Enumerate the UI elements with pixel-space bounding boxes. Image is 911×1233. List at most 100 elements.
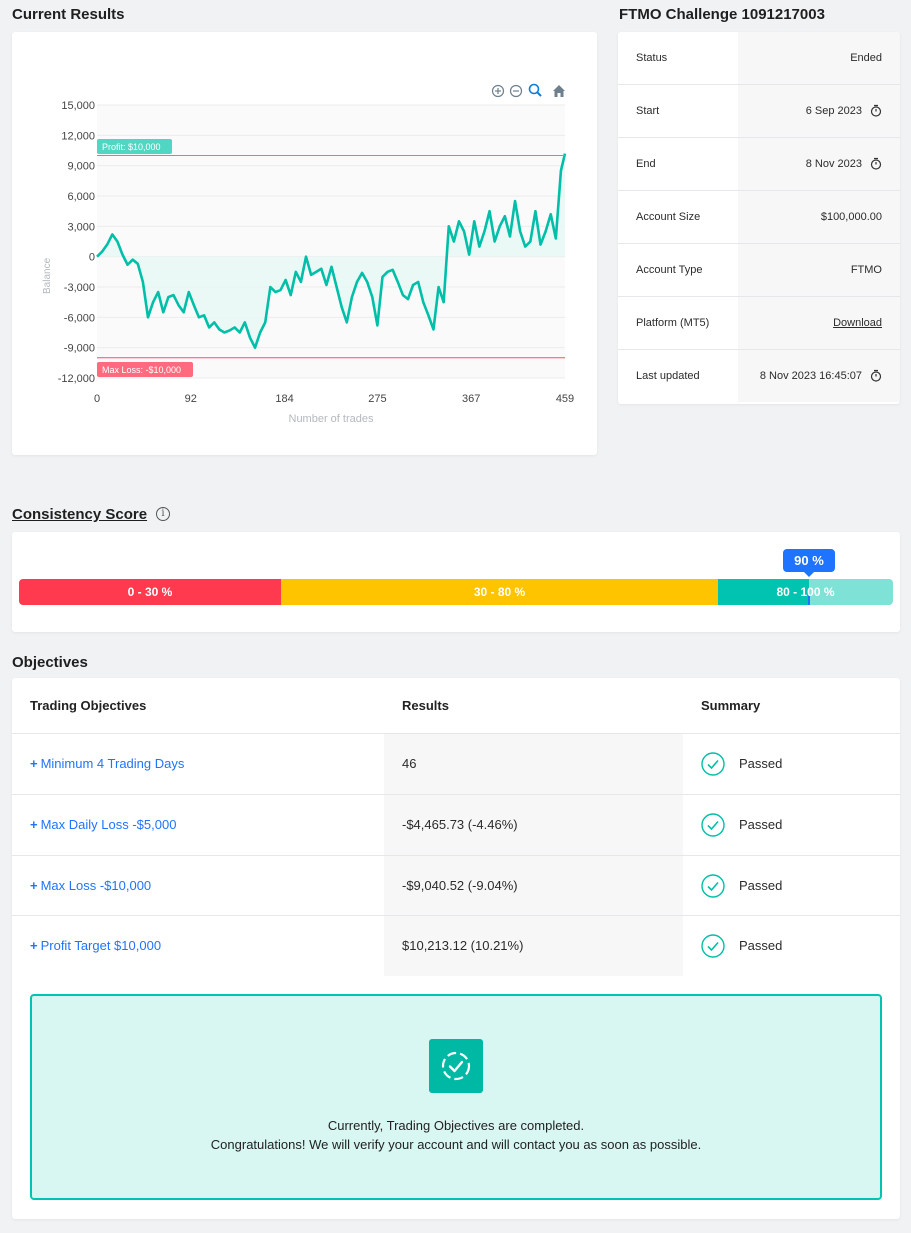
stopwatch-icon [870,369,882,382]
objectives-title: Objectives [12,654,88,671]
info-row-account-type: Account Type FTMO [618,244,900,297]
y-tick-label: -3,000 [64,282,95,294]
balance-area [97,153,565,348]
x-tick-label: 0 [94,393,100,405]
plus-icon: + [30,817,38,832]
plus-icon: + [30,938,38,953]
y-tick-label: 15,000 [61,100,95,112]
profit-target-line-label: Profit: $10,000 [97,139,172,154]
info-row-status: Status Ended [618,32,900,85]
table-row: + Max Loss -$10,000 -$9,040.52 (-9.04%) P… [12,855,900,916]
home-icon[interactable] [553,85,565,97]
y-tick-label: 12,000 [61,130,95,142]
y-tick-label: -12,000 [58,373,95,385]
result-value: $10,213.12 (10.21%) [384,916,683,976]
account-size-label: Account Size [618,191,738,243]
last-updated-label: Last updated [618,350,738,402]
x-tick-label: 184 [275,393,293,405]
status-passed: Passed [739,756,783,771]
y-tick-label: 6,000 [67,191,95,203]
info-row-start: Start 6 Sep 2023 [618,85,900,138]
result-value: -$9,040.52 (-9.04%) [384,856,683,916]
check-circle-icon [701,752,725,776]
svg-text:Max Loss: -$10,000: Max Loss: -$10,000 [102,365,181,375]
balance-chart: 15,000 12,000 9,000 6,000 3,000 0 -3,000 -6,000… [42,83,574,425]
account-type-label: Account Type [618,244,738,296]
status-label: Status [618,32,738,84]
stopwatch-icon [870,157,882,170]
completion-message: Currently, Trading Objectives are comple… [327,1118,585,1133]
y-tick-label: 3,000 [67,221,95,233]
x-tick-label: 459 [556,393,574,405]
score-badge: 90 % [783,549,835,577]
account-info-table: Status Ended Start 6 Sep 2023 End 8 Nov … [618,32,900,404]
result-value: -$4,465.73 (-4.46%) [384,795,683,855]
consistency-score-title[interactable]: Consistency Score [12,506,148,523]
download-link[interactable]: Download [833,317,882,329]
info-row-account-size: Account Size $100,000.00 [618,191,900,244]
max-loss-line-label: Max Loss: -$10,000 [97,362,193,377]
segment-mid: 30 - 80 % [281,579,718,605]
table-row: + Max Daily Loss -$5,000 -$4,465.73 (-4.4… [12,794,900,855]
table-row: + Profit Target $10,000 $10,213.12 (10.21… [12,915,900,976]
check-circle-icon [701,934,725,958]
objective-min-trading-days[interactable]: + Minimum 4 Trading Days [12,734,384,794]
status-passed: Passed [739,938,783,953]
plus-icon: + [30,878,38,893]
verified-check-icon [429,1039,483,1093]
account-title: FTMO Challenge 1091217003 [619,6,825,23]
y-tick-label: 0 [89,252,95,264]
zoom-in-icon[interactable] [491,84,505,98]
current-results-title: Current Results [12,6,125,23]
header-summary: Summary [701,698,761,713]
table-row: + Minimum 4 Trading Days 46 Passed [12,733,900,794]
chart-toolbar [491,83,565,98]
score-marker [808,596,810,605]
magnify-icon[interactable] [528,83,542,97]
x-tick-label: 92 [185,393,197,405]
header-trading-objectives: Trading Objectives [30,698,147,713]
objective-profit-target[interactable]: + Profit Target $10,000 [12,916,384,976]
consistency-score-bar: 0 - 30 % 30 - 80 % 80 - 100 % 90 % [12,532,900,632]
zoom-out-icon[interactable] [509,84,523,98]
last-updated-value: 8 Nov 2023 16:45:07 [759,370,862,382]
svg-text:Profit: $10,000: Profit: $10,000 [102,142,161,152]
chart-x-axis-label: Number of trades [289,413,374,425]
result-value: 46 [384,734,683,794]
plus-icon: + [30,756,38,771]
x-tick-label: 275 [368,393,386,405]
account-size-value: $100,000.00 [820,211,882,223]
y-tick-label: -6,000 [64,312,95,324]
y-tick-label: 9,000 [67,161,95,173]
start-value: 6 Sep 2023 [805,105,862,117]
info-row-last-updated: Last updated 8 Nov 2023 16:45:07 [618,350,900,403]
end-value: 8 Nov 2023 [805,158,862,170]
stopwatch-icon [870,104,882,117]
info-row-end: End 8 Nov 2023 [618,138,900,191]
header-results: Results [402,698,449,713]
chart-y-axis-label: Balance [42,257,53,294]
status-value: Ended [850,52,882,64]
segment-low: 0 - 30 % [19,579,281,605]
end-label: End [618,138,738,190]
check-circle-icon [701,874,725,898]
objective-max-loss[interactable]: + Max Loss -$10,000 [12,856,384,916]
segment-high [718,579,809,605]
status-passed: Passed [739,817,783,832]
segment-high-remainder [809,579,893,605]
balance-chart-card: 15,000 12,000 9,000 6,000 3,000 0 -3,000 -6,000… [12,32,597,455]
platform-label: Platform (MT5) [618,297,738,349]
start-label: Start [618,85,738,137]
objectives-table: Trading Objectives Results Summary + Mini… [12,678,900,1219]
congratulations-message: Congratulations! We will verify your acc… [210,1137,702,1152]
info-row-platform: Platform (MT5) Download [618,297,900,350]
check-circle-icon [701,813,725,837]
x-tick-label: 367 [462,393,480,405]
objective-max-daily-loss[interactable]: + Max Daily Loss -$5,000 [12,795,384,855]
status-passed: Passed [739,878,783,893]
balance-line [96,153,567,349]
segment-high-label: 80 - 100 % [776,585,835,599]
info-icon[interactable]: i [156,507,170,521]
objectives-completed-banner: Currently, Trading Objectives are comple… [30,994,882,1200]
y-tick-label: -9,000 [64,343,95,355]
